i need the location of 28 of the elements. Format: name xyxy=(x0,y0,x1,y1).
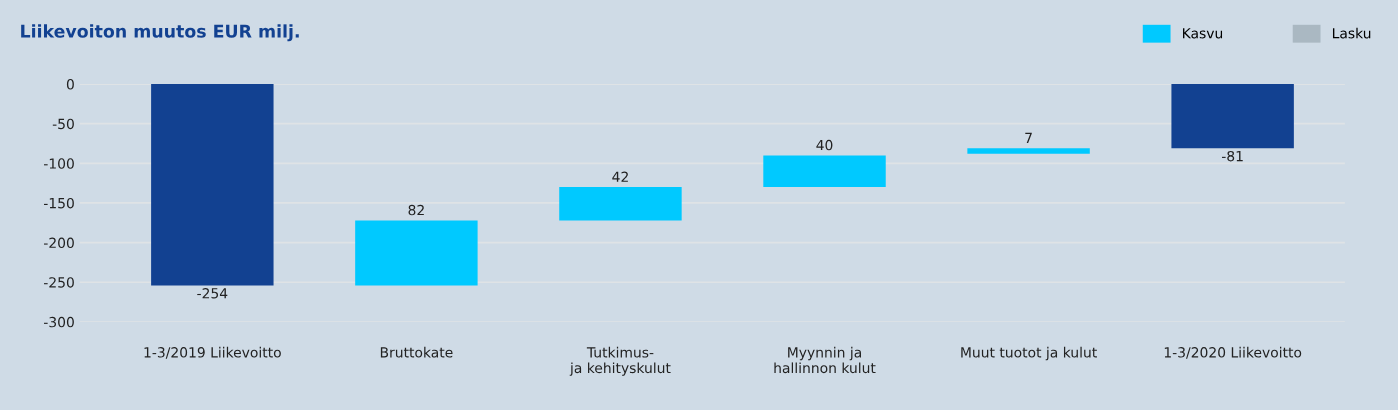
x-tick-label: 1-3/2019 Liikevoitto xyxy=(144,346,281,359)
bar xyxy=(151,84,274,286)
y-tick-label: 0 xyxy=(66,79,74,90)
data-label: -254 xyxy=(197,288,228,299)
x-tick-label: Tutkimus- ja kehityskulut xyxy=(569,346,671,376)
data-label: -81 xyxy=(1221,150,1243,162)
y-tick-label: -100 xyxy=(43,158,74,169)
bar xyxy=(559,187,682,221)
legend-label: Kasvu xyxy=(1183,28,1223,39)
data-label: 82 xyxy=(408,204,424,216)
x-tick-label: 1-3/2020 Liikevoitto xyxy=(1164,346,1302,359)
y-tick-label: -250 xyxy=(43,277,74,288)
chart-title: Liikevoiton muutos EUR milj. xyxy=(21,24,299,42)
y-tick-label: -200 xyxy=(43,237,74,249)
y-tick-label: -300 xyxy=(43,316,74,328)
bar xyxy=(355,220,478,286)
x-tick-label: Bruttokate xyxy=(380,346,453,358)
x-tick-label: Myynnin ja hallinnon kulut xyxy=(774,346,876,374)
data-label: 40 xyxy=(816,139,833,151)
bar xyxy=(763,155,886,188)
data-label: 7 xyxy=(1025,132,1032,143)
bar xyxy=(967,148,1090,154)
bar xyxy=(1171,84,1294,149)
data-label: 42 xyxy=(612,171,628,182)
y-tick-label: -50 xyxy=(52,118,74,130)
legend-label: Lasku xyxy=(1332,27,1371,39)
y-tick-label: -150 xyxy=(43,197,74,209)
x-tick-label: Muut tuotot ja kulut xyxy=(961,346,1097,361)
